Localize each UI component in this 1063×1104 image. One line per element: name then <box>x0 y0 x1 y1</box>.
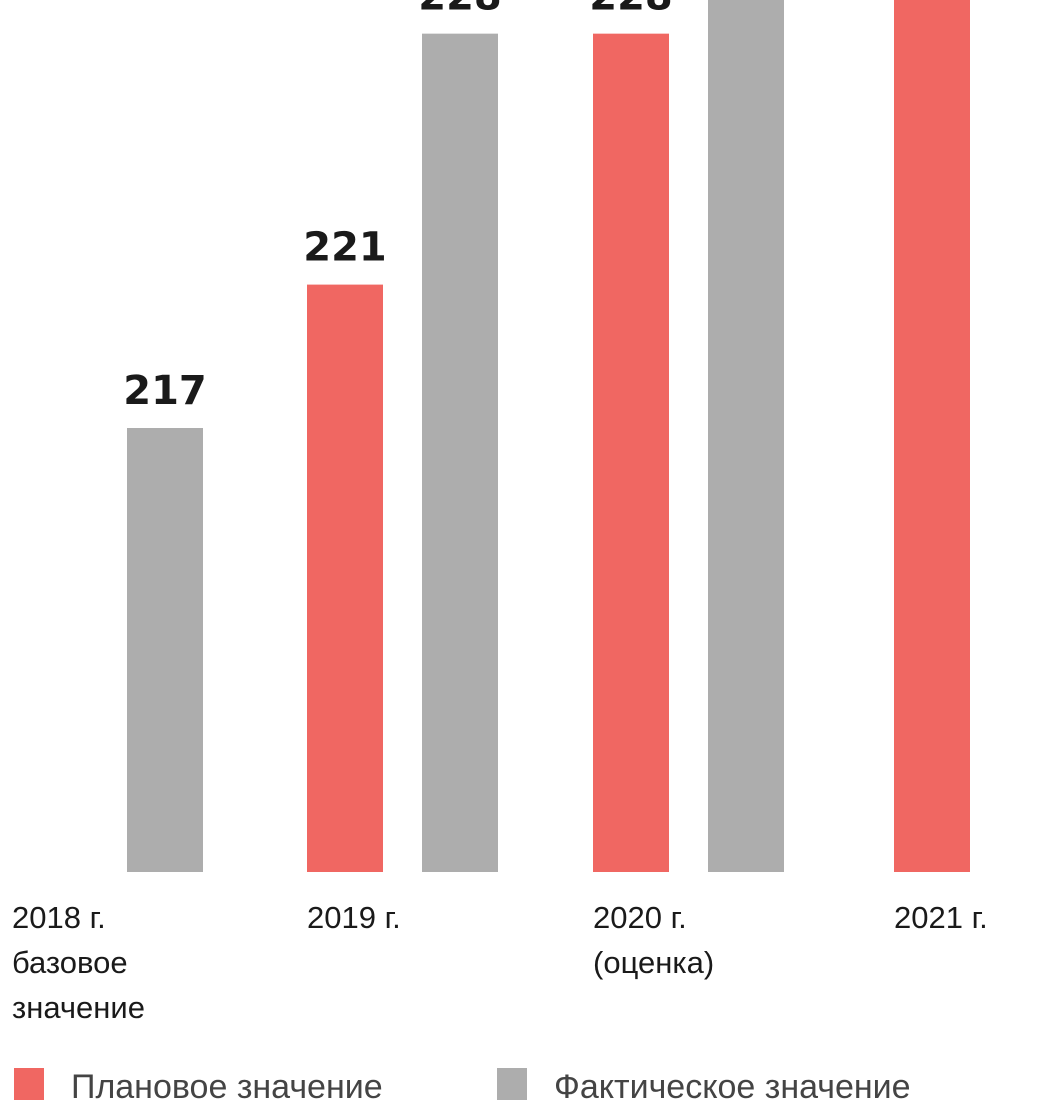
legend: Плановое значение Фактическое значение <box>14 1068 911 1104</box>
category-label-0: 2018 г. базовое значение <box>12 900 145 1025</box>
data-labels-group: 217221228228230239 <box>123 0 673 414</box>
category-label-3: 2021 г. <box>894 900 988 935</box>
data-label-fact-0: 217 <box>123 368 207 414</box>
data-label-plan-1: 221 <box>303 225 387 271</box>
legend-label-plan: Плановое значение <box>71 1068 383 1104</box>
legend-swatch-fact <box>497 1068 527 1100</box>
legend-label-fact: Фактическое значение <box>554 1068 911 1104</box>
bars-group <box>127 0 970 873</box>
legend-swatch-plan <box>14 1068 44 1100</box>
bar-fact-1 <box>422 33 498 872</box>
data-label-plan-2: 228 <box>589 0 673 20</box>
category-labels-group: 2018 г. базовое значение 2019 г. 2020 г. (оце… <box>12 900 988 1025</box>
data-label-fact-1: 228 <box>418 0 502 20</box>
category-label-1: 2019 г. <box>307 900 401 935</box>
bar-fact-2 <box>708 0 784 872</box>
bar-plan-3 <box>894 0 970 872</box>
bar-plan-2 <box>593 33 669 872</box>
category-label-2: 2020 г. (оценка) <box>593 900 714 980</box>
bar-plan-1 <box>307 284 383 873</box>
bar-fact-0 <box>127 428 203 872</box>
